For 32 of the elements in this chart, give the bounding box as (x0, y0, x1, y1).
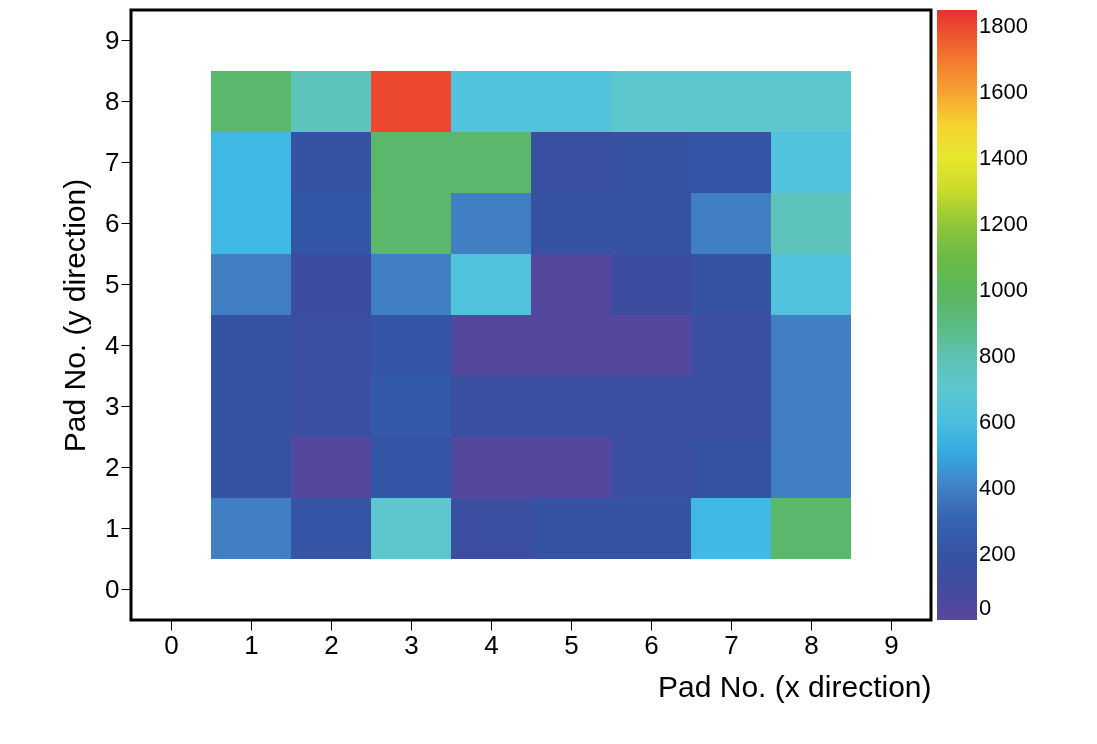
color-bar-label: 400 (979, 475, 1016, 501)
y-tick-label: 6 (105, 207, 120, 238)
color-bar-label: 1800 (979, 13, 1028, 39)
y-tick-label: 9 (105, 24, 120, 55)
x-tick-label: 6 (644, 629, 659, 660)
color-bar-label: 1200 (979, 211, 1028, 237)
x-tick-label: 2 (324, 629, 339, 660)
y-tick-label: 8 (105, 85, 120, 116)
y-tick-label: 1 (105, 512, 120, 543)
color-bar-label: 1400 (979, 145, 1028, 171)
y-axis-title: Pad No. (y direction) (58, 178, 92, 453)
y-tick-label: 7 (105, 146, 120, 177)
x-tick-label: 7 (724, 629, 739, 660)
x-tick-label: 9 (884, 629, 899, 660)
y-tick-label: 3 (105, 390, 120, 421)
color-bar-label: 1600 (979, 79, 1028, 105)
y-tick-label: 4 (105, 329, 120, 360)
x-tick-label: 5 (564, 629, 579, 660)
x-tick-label: 0 (164, 629, 179, 660)
color-bar-label: 600 (979, 409, 1016, 435)
color-bar-label: 0 (979, 595, 992, 620)
x-tick-label: 1 (244, 629, 259, 660)
y-tick-label: 0 (105, 573, 120, 604)
color-bar-label: 800 (979, 343, 1016, 369)
x-tick-label: 3 (404, 629, 419, 660)
x-tick-label: 8 (804, 629, 819, 660)
y-tick-label: 2 (105, 451, 120, 482)
x-tick-label: 4 (484, 629, 499, 660)
color-bar-label: 200 (979, 541, 1016, 567)
x-axis-title: Pad No. (x direction) (658, 669, 932, 703)
color-bar-label: 1000 (979, 277, 1028, 303)
y-tick-label: 5 (105, 268, 120, 299)
